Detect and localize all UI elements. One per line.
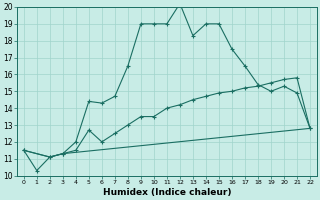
X-axis label: Humidex (Indice chaleur): Humidex (Indice chaleur) xyxy=(103,188,231,197)
